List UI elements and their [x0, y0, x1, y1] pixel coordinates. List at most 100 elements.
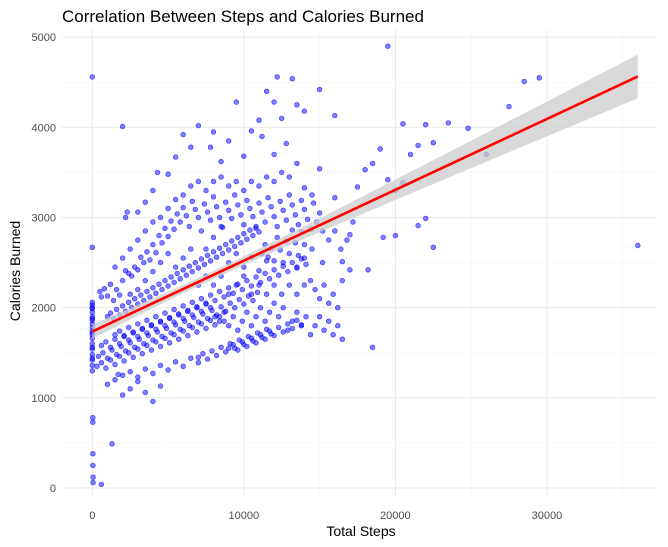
data-point [310, 200, 317, 206]
data-point [195, 214, 202, 221]
confidence-ribbon [92, 54, 638, 339]
data-point [210, 234, 217, 241]
data-point [127, 369, 133, 375]
data-point [226, 285, 232, 291]
data-point [110, 297, 117, 304]
data-point [180, 328, 186, 334]
data-point [223, 199, 229, 205]
data-point [280, 305, 286, 311]
y-tick-label: 2000 [32, 303, 56, 315]
data-point [316, 210, 323, 216]
data-point [185, 307, 191, 314]
data-point [203, 325, 209, 332]
data-point [183, 272, 190, 278]
data-point [171, 226, 177, 232]
data-point [263, 174, 270, 180]
data-point [163, 325, 170, 332]
data-point [100, 350, 106, 356]
data-point [235, 234, 241, 241]
data-point [229, 215, 235, 222]
data-point [204, 252, 211, 259]
data-point [139, 351, 146, 357]
data-point [289, 318, 295, 324]
data-point [213, 352, 220, 359]
y-axis-title: Calories Burned [7, 221, 23, 321]
data-point [142, 277, 149, 284]
data-point [232, 345, 238, 351]
data-point [262, 219, 268, 225]
data-point [204, 356, 211, 362]
data-point [229, 238, 235, 244]
data-point [289, 325, 295, 332]
data-point [301, 241, 308, 248]
data-point [295, 222, 302, 228]
data-point [154, 169, 161, 176]
data-point [354, 184, 361, 190]
data-point [135, 378, 141, 385]
data-point [189, 198, 196, 205]
data-point [157, 362, 164, 369]
data-point [233, 282, 240, 288]
data-point [198, 228, 205, 234]
data-point [191, 314, 197, 321]
data-point [256, 200, 262, 206]
data-point [89, 315, 96, 322]
data-point [219, 250, 226, 257]
data-point [241, 301, 247, 307]
data-point [116, 353, 123, 360]
data-point [259, 209, 265, 215]
data-point [400, 121, 406, 127]
data-point [335, 305, 341, 311]
x-tick-label: 10000 [229, 510, 260, 522]
data-point [301, 185, 308, 191]
data-point [127, 386, 133, 392]
data-point [107, 310, 114, 316]
data-point [153, 250, 159, 256]
data-point [241, 187, 247, 194]
data-point [165, 367, 171, 373]
data-point [90, 419, 96, 425]
data-point [130, 329, 136, 335]
data-point [210, 129, 217, 135]
data-point [98, 481, 105, 488]
data-point [280, 207, 286, 214]
data-point [139, 325, 146, 332]
data-point [210, 282, 217, 288]
data-point [326, 318, 332, 324]
data-point [136, 336, 143, 342]
data-point [263, 291, 270, 297]
data-point [148, 322, 155, 328]
data-point [226, 247, 232, 253]
data-point [119, 277, 126, 284]
data-point [271, 267, 277, 273]
data-point [172, 322, 179, 328]
data-point [168, 218, 174, 224]
data-point [283, 217, 289, 223]
data-point [250, 338, 256, 344]
data-point [212, 297, 218, 304]
data-point [150, 370, 156, 377]
data-point [182, 318, 188, 324]
data-point [113, 306, 120, 313]
data-point [238, 240, 244, 246]
data-point [241, 341, 247, 348]
data-point [172, 359, 179, 365]
data-point [271, 258, 277, 264]
data-point [244, 309, 250, 315]
data-point [176, 311, 182, 317]
data-point [301, 282, 308, 288]
data-point [159, 240, 165, 246]
data-point [116, 292, 123, 298]
data-point [122, 214, 129, 221]
data-point [189, 299, 196, 305]
data-point [230, 290, 236, 296]
data-point [536, 75, 542, 81]
data-point [162, 310, 168, 316]
data-point [135, 321, 141, 327]
data-point [89, 355, 96, 361]
data-point [253, 274, 259, 280]
data-point [104, 381, 111, 387]
data-point [109, 347, 115, 353]
data-point [172, 264, 179, 270]
data-point [194, 304, 200, 310]
